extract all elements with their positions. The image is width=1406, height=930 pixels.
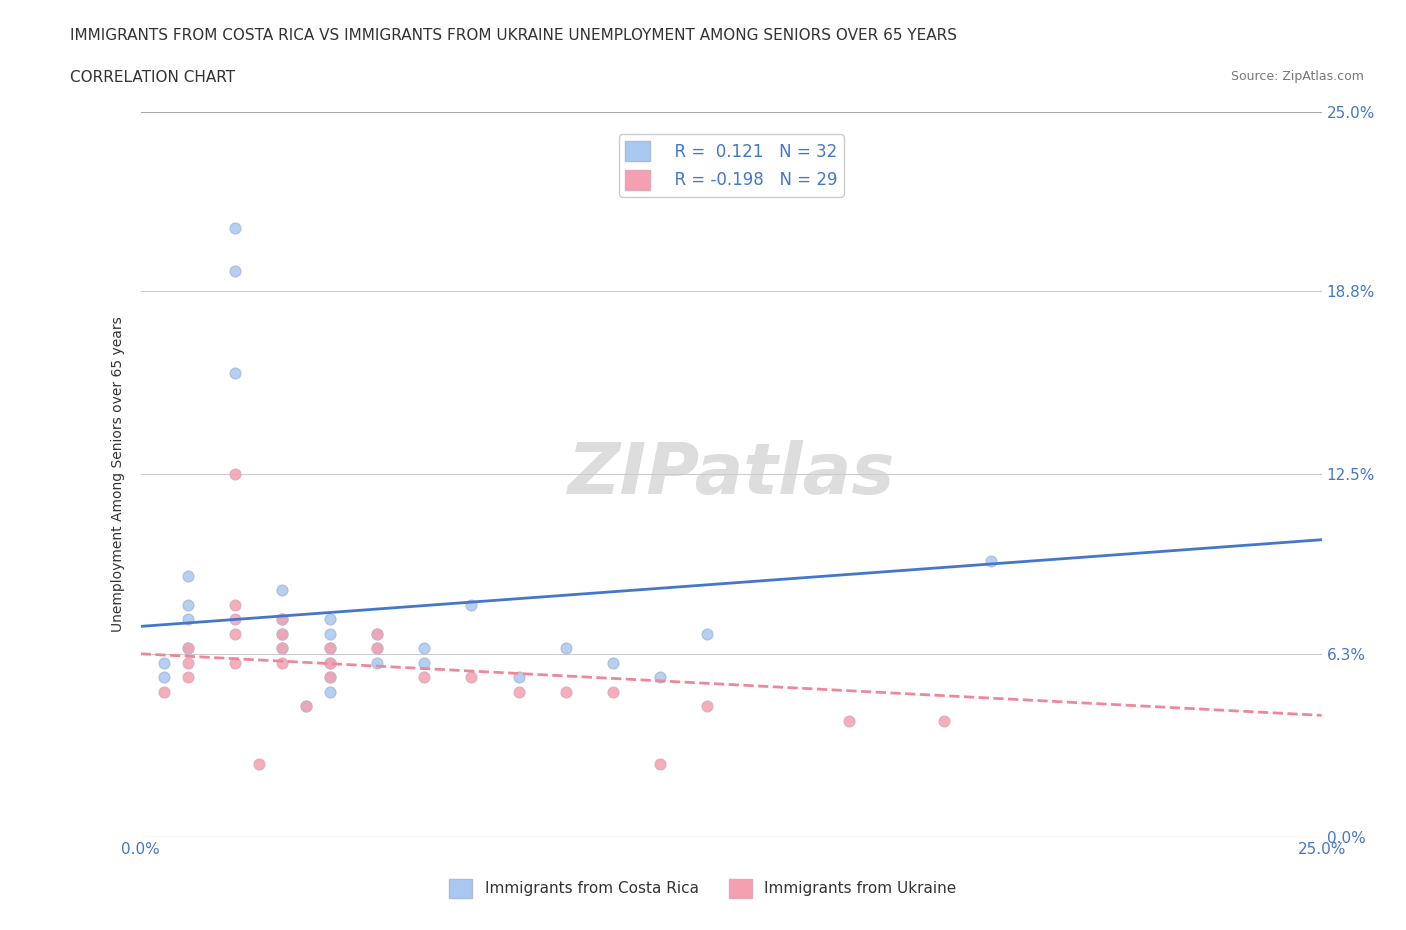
Point <box>224 627 246 642</box>
Point <box>460 597 482 612</box>
Text: Source: ZipAtlas.com: Source: ZipAtlas.com <box>1230 70 1364 83</box>
Point <box>318 684 340 699</box>
Point <box>318 641 340 656</box>
Point <box>271 612 294 627</box>
Point <box>696 699 718 714</box>
Point <box>247 757 270 772</box>
Point <box>271 627 294 642</box>
Point <box>177 641 200 656</box>
Point <box>318 641 340 656</box>
Point <box>177 568 200 583</box>
Point <box>295 699 318 714</box>
Point <box>413 670 436 684</box>
Point <box>271 641 294 656</box>
Point <box>224 656 246 671</box>
Point <box>177 641 200 656</box>
Point <box>366 656 388 671</box>
Point <box>271 627 294 642</box>
Point <box>318 670 340 684</box>
Point <box>318 656 340 671</box>
Point <box>271 656 294 671</box>
Point <box>295 699 318 714</box>
Point <box>554 641 576 656</box>
Point <box>650 757 672 772</box>
Y-axis label: Unemployment Among Seniors over 65 years: Unemployment Among Seniors over 65 years <box>111 316 125 632</box>
Point <box>366 641 388 656</box>
Legend:   R =  0.121   N = 32,   R = -0.198   N = 29: R = 0.121 N = 32, R = -0.198 N = 29 <box>619 135 844 197</box>
Point <box>318 612 340 627</box>
Text: CORRELATION CHART: CORRELATION CHART <box>70 70 235 85</box>
Point <box>177 656 200 671</box>
Point <box>980 554 1002 569</box>
Point <box>153 684 176 699</box>
Point <box>153 670 176 684</box>
Point <box>413 656 436 671</box>
Point <box>602 656 624 671</box>
Point <box>366 641 388 656</box>
Point <box>696 627 718 642</box>
Point <box>271 612 294 627</box>
Point <box>224 597 246 612</box>
Point <box>224 220 246 235</box>
Point <box>366 627 388 642</box>
Legend: Immigrants from Costa Rica, Immigrants from Ukraine: Immigrants from Costa Rica, Immigrants f… <box>443 873 963 904</box>
Point <box>932 713 955 728</box>
Point <box>271 583 294 598</box>
Point <box>224 467 246 482</box>
Point <box>838 713 860 728</box>
Point <box>650 670 672 684</box>
Point <box>224 264 246 279</box>
Point <box>177 612 200 627</box>
Point <box>460 670 482 684</box>
Point <box>224 612 246 627</box>
Point <box>318 656 340 671</box>
Point <box>177 670 200 684</box>
Point <box>554 684 576 699</box>
Point <box>177 597 200 612</box>
Point <box>224 365 246 380</box>
Point <box>602 684 624 699</box>
Point <box>318 670 340 684</box>
Point <box>153 656 176 671</box>
Point <box>318 627 340 642</box>
Text: IMMIGRANTS FROM COSTA RICA VS IMMIGRANTS FROM UKRAINE UNEMPLOYMENT AMONG SENIORS: IMMIGRANTS FROM COSTA RICA VS IMMIGRANTS… <box>70 28 957 43</box>
Text: ZIPatlas: ZIPatlas <box>568 440 894 509</box>
Point <box>508 684 530 699</box>
Point <box>366 627 388 642</box>
Point <box>508 670 530 684</box>
Point <box>413 641 436 656</box>
Point <box>271 641 294 656</box>
